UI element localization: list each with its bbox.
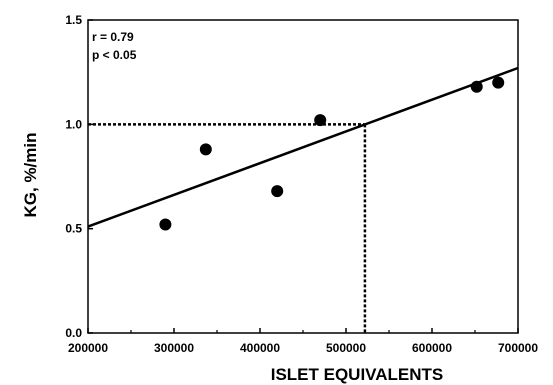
data-point: [314, 114, 327, 127]
data-point: [271, 185, 284, 198]
x-tick-label: 600000: [412, 341, 452, 355]
plot-frame: [87, 19, 519, 334]
x-tick-label: 400000: [240, 341, 280, 355]
y-tick-label: 0.0: [65, 326, 82, 340]
data-point: [470, 80, 483, 93]
y-tick-label: 0.5: [65, 222, 82, 236]
x-tick-label: 700000: [498, 341, 538, 355]
plot-border: [87, 19, 519, 334]
stat-r: r = 0.79: [92, 30, 134, 44]
y-axis-title: KG, %/min: [21, 132, 40, 217]
x-axis-ticks: 200000 300000 400000 500000 600000 700000: [68, 328, 538, 355]
x-tick-label: 300000: [154, 341, 194, 355]
data-points: [159, 76, 505, 231]
data-point: [159, 218, 172, 231]
x-tick-label: 200000: [68, 341, 108, 355]
data-point: [492, 76, 505, 89]
x-axis-title: ISLET EQUIVALENTS: [271, 365, 444, 384]
data-point: [199, 143, 212, 156]
stat-p: p < 0.05: [92, 48, 137, 62]
regression-line: [87, 66, 519, 228]
x-tick-label: 500000: [326, 341, 366, 355]
y-axis-ticks: 0.0 0.5 1.0 1.5: [65, 13, 93, 340]
reference-lines: [88, 123, 367, 333]
y-tick-label: 1.0: [65, 117, 82, 131]
y-tick-label: 1.5: [65, 13, 82, 27]
regression-line-group: [87, 66, 519, 228]
